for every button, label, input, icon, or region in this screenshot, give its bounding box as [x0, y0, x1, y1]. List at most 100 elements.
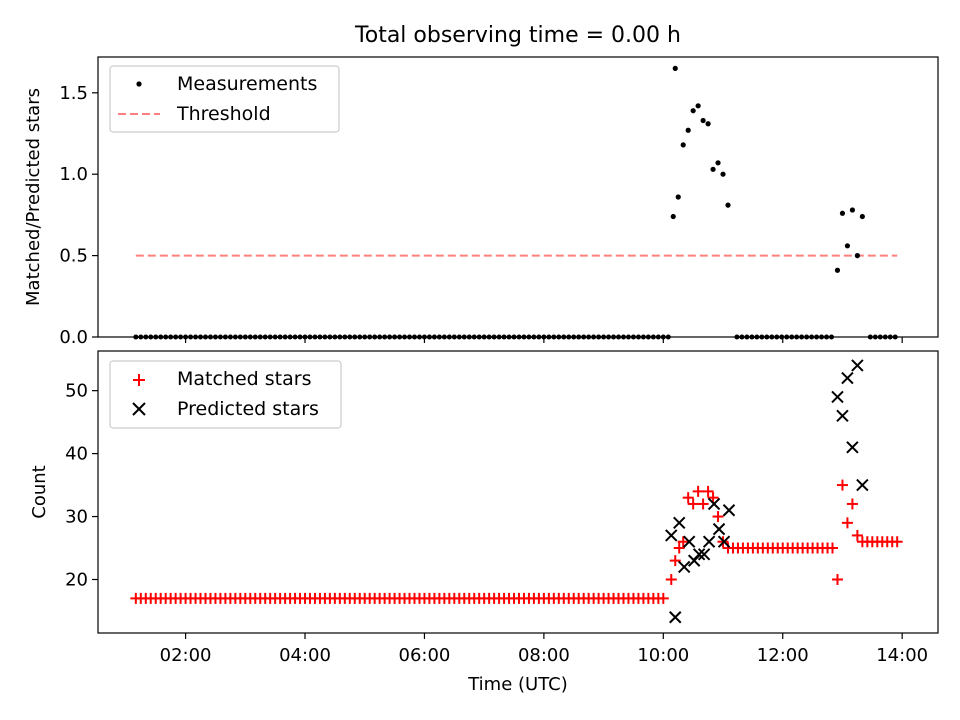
- measurement-point: [198, 334, 204, 340]
- measurement-point: [133, 334, 139, 340]
- measurement-point: [397, 334, 403, 340]
- matched-star-point: [856, 536, 868, 548]
- measurement-point: [819, 334, 825, 340]
- bottom-legend-frame: [109, 360, 342, 429]
- matched-star-point: [702, 485, 714, 497]
- measurement-point: [650, 334, 656, 340]
- measurement-point: [481, 334, 487, 340]
- measurement-point: [332, 334, 338, 340]
- measurement-point: [297, 334, 303, 340]
- measurement-point: [307, 334, 313, 340]
- measurement-point: [163, 334, 169, 340]
- predicted-star-point: [851, 359, 864, 372]
- measurement-point: [596, 334, 602, 340]
- top-panel: 0.0 0.5 1.0 1.5 Matched/Predicted stars: [23, 56, 939, 348]
- measurement-point: [834, 267, 841, 273]
- matched-star-point: [712, 511, 724, 523]
- bottom-y-axis-label: Count: [29, 465, 50, 518]
- bottom-series: [130, 359, 903, 624]
- bottom-y-tick-label: 50: [65, 381, 88, 402]
- measurement-point: [561, 334, 567, 340]
- measurement-point: [779, 334, 785, 340]
- predicted-star-point: [678, 560, 691, 574]
- measurement-point: [193, 334, 199, 340]
- predicted-star-point: [846, 441, 859, 454]
- x-tick-label: 02:00: [160, 645, 212, 666]
- measurement-point: [799, 334, 805, 340]
- measurement-point: [486, 334, 492, 340]
- measurement-point: [734, 334, 740, 340]
- measurement-point: [872, 334, 878, 340]
- measurement-point: [247, 334, 253, 340]
- measurement-point: [362, 334, 368, 340]
- top-y-tick-label: 1.0: [59, 164, 88, 185]
- measurement-point: [794, 334, 800, 340]
- matched-star-point: [697, 498, 709, 510]
- measurement-point: [242, 334, 248, 340]
- measurement-point: [267, 334, 273, 340]
- measurement-point: [446, 334, 452, 340]
- measurement-point: [680, 142, 686, 148]
- measurement-point: [188, 334, 194, 340]
- matched-star-point: [673, 542, 685, 554]
- measurement-point: [407, 334, 413, 340]
- measurement-point: [551, 334, 557, 340]
- measurement-point: [839, 210, 846, 216]
- legend-measurements-marker: [136, 81, 142, 87]
- measurement-point: [212, 334, 218, 340]
- predicted-star-point: [692, 548, 706, 561]
- measurement-point: [754, 334, 760, 340]
- measurement-point: [337, 334, 343, 340]
- top-legend-frame: [109, 65, 340, 133]
- measurement-point: [789, 334, 795, 340]
- top-y-tick-label: 1.5: [59, 83, 88, 104]
- measurement-point: [387, 334, 393, 340]
- bottom-legend: Matched stars Predicted stars: [109, 360, 342, 429]
- x-tick-label: 08:00: [518, 645, 570, 666]
- measurement-point: [630, 334, 636, 340]
- measurement-point: [347, 334, 353, 340]
- measurement-point: [392, 334, 398, 340]
- x-tick-label: 10:00: [637, 645, 689, 666]
- measurement-point: [237, 334, 243, 340]
- matched-star-point: [722, 542, 734, 554]
- measurement-point: [536, 334, 542, 340]
- predicted-star-point: [669, 611, 682, 624]
- measurement-point: [327, 334, 333, 340]
- measurement-point: [168, 334, 174, 340]
- bottom-plot-area: [97, 350, 939, 634]
- measurement-point: [451, 334, 457, 340]
- predicted-star-point: [682, 535, 696, 548]
- measurement-point: [710, 166, 716, 172]
- measurement-point: [809, 334, 815, 340]
- measurement-point: [892, 334, 898, 340]
- measurement-point: [317, 334, 323, 340]
- measurement-point: [506, 334, 512, 340]
- measurement-point: [217, 334, 223, 340]
- legend-matched-label: Matched stars: [177, 368, 311, 390]
- measurement-point: [887, 334, 893, 340]
- matched-star-point: [692, 485, 704, 497]
- measurement-point: [715, 160, 721, 166]
- matched-star-point: [677, 536, 689, 548]
- measurement-point: [546, 334, 552, 340]
- predicted-star-point: [836, 409, 849, 423]
- measurement-point: [695, 103, 701, 109]
- measurement-point: [138, 334, 144, 340]
- measurement-point: [252, 334, 258, 340]
- matched-star-point: [836, 479, 848, 491]
- bottom-y-tick-label: 40: [65, 444, 88, 465]
- measurement-point: [759, 334, 765, 340]
- measurement-point: [635, 334, 641, 340]
- predicted-star-point: [717, 535, 731, 548]
- measurement-point: [342, 334, 348, 340]
- matched-star-point: [682, 492, 694, 504]
- predicted-star-point: [673, 516, 686, 530]
- measurement-point: [357, 334, 363, 340]
- measurement-point: [556, 334, 562, 340]
- x-tick-label: 12:00: [757, 645, 809, 666]
- measurement-point: [436, 334, 442, 340]
- legend-predicted-marker: [132, 402, 146, 416]
- x-tick-label: 04:00: [279, 645, 331, 666]
- measurement-point: [277, 334, 283, 340]
